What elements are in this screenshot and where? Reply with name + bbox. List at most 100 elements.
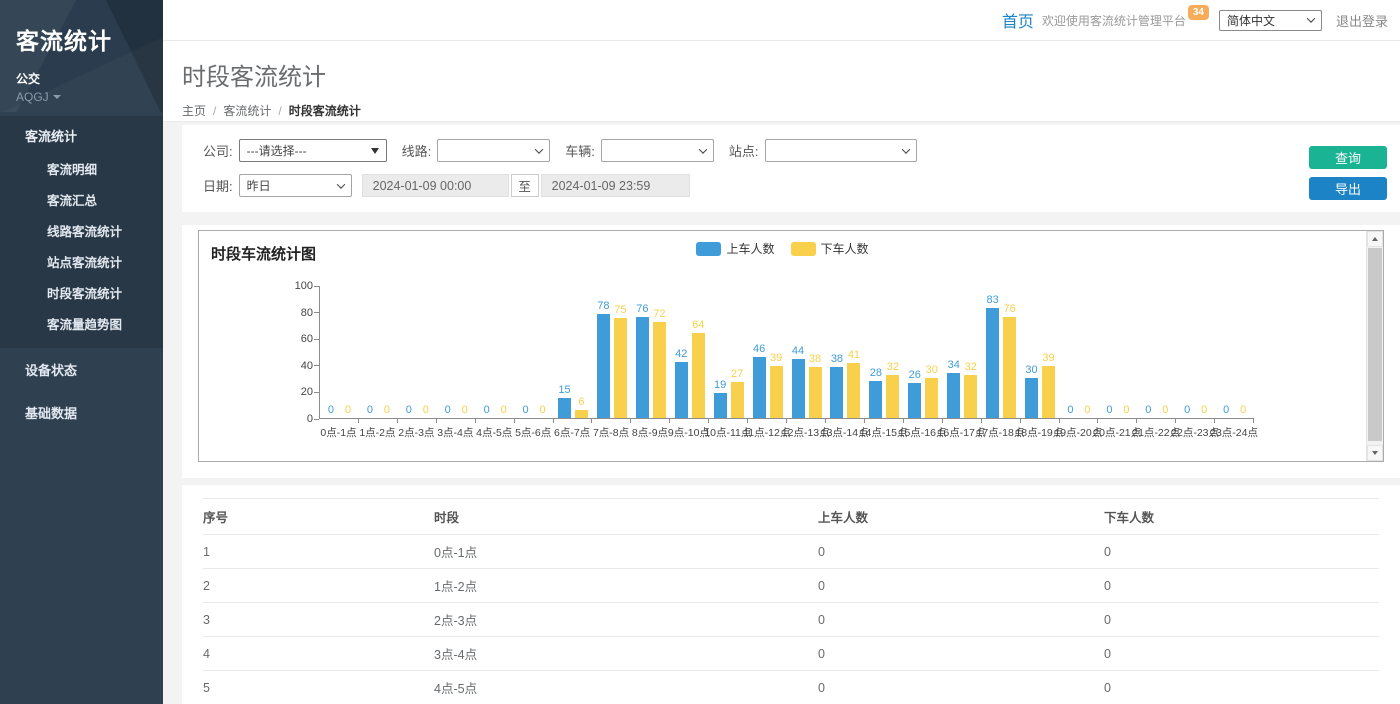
breadcrumb-separator: /	[213, 103, 217, 118]
sidebar-item-base-data[interactable]: 基础数据	[25, 406, 78, 421]
x-tick-label: 10点-11点	[704, 427, 752, 439]
table-card: 序号 时段 上车人数 下车人数 1 0点-1点 0 0 2 1点-2点 0 0 3 2点-3点 0 0…	[182, 485, 1400, 704]
x-tick-label: 21点-22点	[1132, 427, 1181, 439]
bar-value-label: 0	[327, 404, 335, 416]
y-tick-mark	[314, 391, 319, 393]
table-cell: 1点-2点	[434, 568, 818, 603]
bar	[752, 356, 766, 418]
sidebar-item-line-stats[interactable]: 线路客流统计	[47, 225, 123, 239]
export-button[interactable]: 导出	[1309, 177, 1387, 200]
table-cell: 0	[818, 602, 1104, 637]
filter-row-1: 公司: ---请选择--- 线路: 车辆:	[203, 139, 1379, 162]
bar-value-label: 76	[636, 302, 649, 315]
scrollbar-up-button[interactable]	[1367, 231, 1383, 247]
bar-value-label: 6	[578, 396, 585, 409]
breadcrumb-separator: /	[278, 103, 282, 118]
boarding-bar: 28	[869, 367, 883, 418]
language-select[interactable]: 简体中文	[1218, 9, 1322, 31]
alighting-bar: 0	[419, 405, 432, 418]
chevron-down-icon	[535, 144, 544, 154]
bar-value-label: 15	[558, 384, 571, 397]
chevron-down-icon	[901, 144, 910, 154]
table-header-row: 序号 时段 上车人数 下车人数	[203, 498, 1379, 535]
company-select[interactable]: ---请选择---	[238, 139, 387, 162]
boarding-bar: 0	[480, 405, 493, 418]
vehicle-select[interactable]	[600, 139, 714, 162]
chevron-down-icon	[336, 179, 345, 189]
date-to-input[interactable]: 2024-01-09 23:59	[540, 174, 690, 197]
station-select[interactable]	[764, 139, 917, 162]
x-tick-label: 16点-17点	[937, 427, 986, 439]
bar-value-label: 30	[925, 364, 938, 377]
bar-group: 34 32	[943, 286, 982, 423]
column-header-alighting: 下车人数	[1104, 498, 1379, 535]
chevron-down-icon	[52, 95, 61, 99]
sidebar-item-period-stats[interactable]: 时段客流统计	[47, 287, 123, 301]
logout-link[interactable]: 退出登录	[1335, 13, 1388, 29]
bar-value-label: 0	[461, 404, 468, 416]
x-tick-label: 18点-19点	[1015, 427, 1064, 439]
table-cell: 0	[1104, 636, 1379, 671]
legend-swatch	[696, 241, 722, 256]
legend-item[interactable]: 上车人数	[696, 240, 775, 257]
bar-group: 44 38	[787, 286, 826, 423]
x-tick-label: 17点-18点	[976, 427, 1025, 439]
scrollbar-thumb[interactable]	[1368, 248, 1382, 441]
line-select[interactable]	[437, 139, 551, 162]
sidebar-item-passenger-detail[interactable]: 客流明细	[47, 163, 98, 177]
table-cell: 2点-3点	[434, 602, 818, 637]
sidebar-item-trend-chart[interactable]: 客流量趋势图	[47, 318, 123, 332]
x-tick-label: 2点-3点	[398, 427, 435, 439]
date-from-input[interactable]: 2024-01-09 00:00	[361, 174, 509, 197]
language-select-value: 简体中文	[1226, 13, 1275, 28]
sidebar-item-device-status[interactable]: 设备状态	[25, 363, 78, 378]
alighting-bar: 0	[1120, 405, 1133, 418]
x-tick-label: 0点-1点	[320, 427, 357, 439]
table-cell: 0	[1104, 534, 1379, 569]
query-button[interactable]: 查询	[1309, 146, 1387, 169]
boarding-bar: 19	[713, 379, 727, 418]
alighting-bar: 0	[341, 405, 354, 418]
chart-scrollbar[interactable]	[1366, 231, 1383, 461]
alighting-bar: 41	[847, 350, 861, 418]
bar	[869, 380, 883, 418]
home-link[interactable]: 首页	[1001, 14, 1034, 31]
y-tick-mark	[314, 312, 319, 314]
topbar: 首页 欢迎使用客流统计管理平台 34 简体中文 退出登录	[163, 0, 1400, 41]
x-tick-label: 3点-4点	[437, 427, 474, 439]
boarding-bar: 34	[947, 359, 961, 418]
x-tick-label: 8点-9点	[631, 427, 669, 439]
sidebar-item-passenger-stats[interactable]: 客流统计	[25, 129, 78, 144]
bar	[791, 359, 805, 418]
bar-value-label: 46	[752, 342, 766, 355]
bar-value-label: 64	[692, 318, 705, 331]
boarding-bar: 0	[402, 405, 415, 418]
legend-item[interactable]: 下车人数	[790, 240, 869, 257]
vehicle-filter: 车辆:	[565, 139, 714, 162]
table-cell: 1	[203, 534, 434, 569]
notification-badge[interactable]: 34	[1187, 4, 1209, 20]
sidebar-item-passenger-summary[interactable]: 客流汇总	[47, 194, 98, 208]
alighting-bar: 32	[964, 362, 978, 418]
bar	[713, 392, 727, 418]
alighting-bar: 0	[458, 405, 471, 418]
y-tick-label: 20	[300, 386, 313, 399]
breadcrumb-passenger-stats[interactable]: 客流统计	[223, 104, 272, 118]
table-cell: 0	[818, 534, 1104, 569]
alighting-bar: 39	[769, 353, 783, 418]
breadcrumb-home[interactable]: 主页	[182, 104, 207, 118]
bar-value-label: 0	[1201, 404, 1208, 416]
x-tick-label: 23点-24点	[1210, 427, 1258, 439]
sidebar-item-station-stats[interactable]: 站点客流统计	[47, 256, 123, 270]
date-preset-select[interactable]: 昨日	[238, 174, 352, 197]
scrollbar-down-button[interactable]	[1367, 445, 1383, 461]
bar	[635, 316, 649, 418]
boarding-bar: 76	[635, 302, 649, 418]
app-logo: 客流统计	[16, 28, 112, 54]
bar	[730, 382, 744, 418]
bars-row: 0 0 0 0 0 0 0 0 0 0 0 0 15 6 78 75 76 72 42 64 19 27 46 39 44 38 3…	[320, 286, 1255, 423]
user-menu[interactable]: AQGJ	[16, 90, 149, 104]
alighting-bar: 0	[1081, 405, 1094, 418]
